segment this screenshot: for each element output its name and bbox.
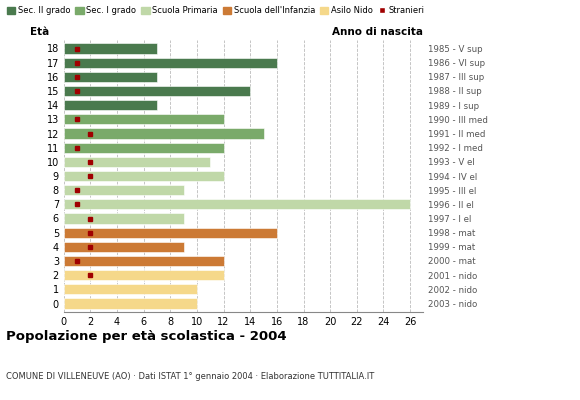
Bar [64,284,197,294]
Text: COMUNE DI VILLENEUVE (AO) · Dati ISTAT 1° gennaio 2004 · Elaborazione TUTTITALIA: COMUNE DI VILLENEUVE (AO) · Dati ISTAT 1… [6,372,374,381]
Bar [64,242,184,252]
Bar [64,142,224,153]
Bar [64,270,224,280]
Text: Popolazione per età scolastica - 2004: Popolazione per età scolastica - 2004 [6,330,287,343]
Bar [64,171,224,181]
Text: Anno di nascita: Anno di nascita [332,27,423,37]
Bar [64,86,250,96]
Bar [64,100,157,110]
Bar [64,157,211,167]
Bar [64,58,277,68]
Bar [64,256,224,266]
Bar [64,185,184,195]
Bar [64,44,157,54]
Bar [64,72,157,82]
Bar [64,228,277,238]
Text: Età: Età [30,27,49,37]
Bar [64,199,410,210]
Bar [64,114,224,124]
Bar [64,128,263,139]
Bar [64,298,197,309]
Bar [64,214,184,224]
Legend: Sec. II grado, Sec. I grado, Scuola Primaria, Scuola dell'Infanzia, Asilo Nido, : Sec. II grado, Sec. I grado, Scuola Prim… [7,6,425,15]
